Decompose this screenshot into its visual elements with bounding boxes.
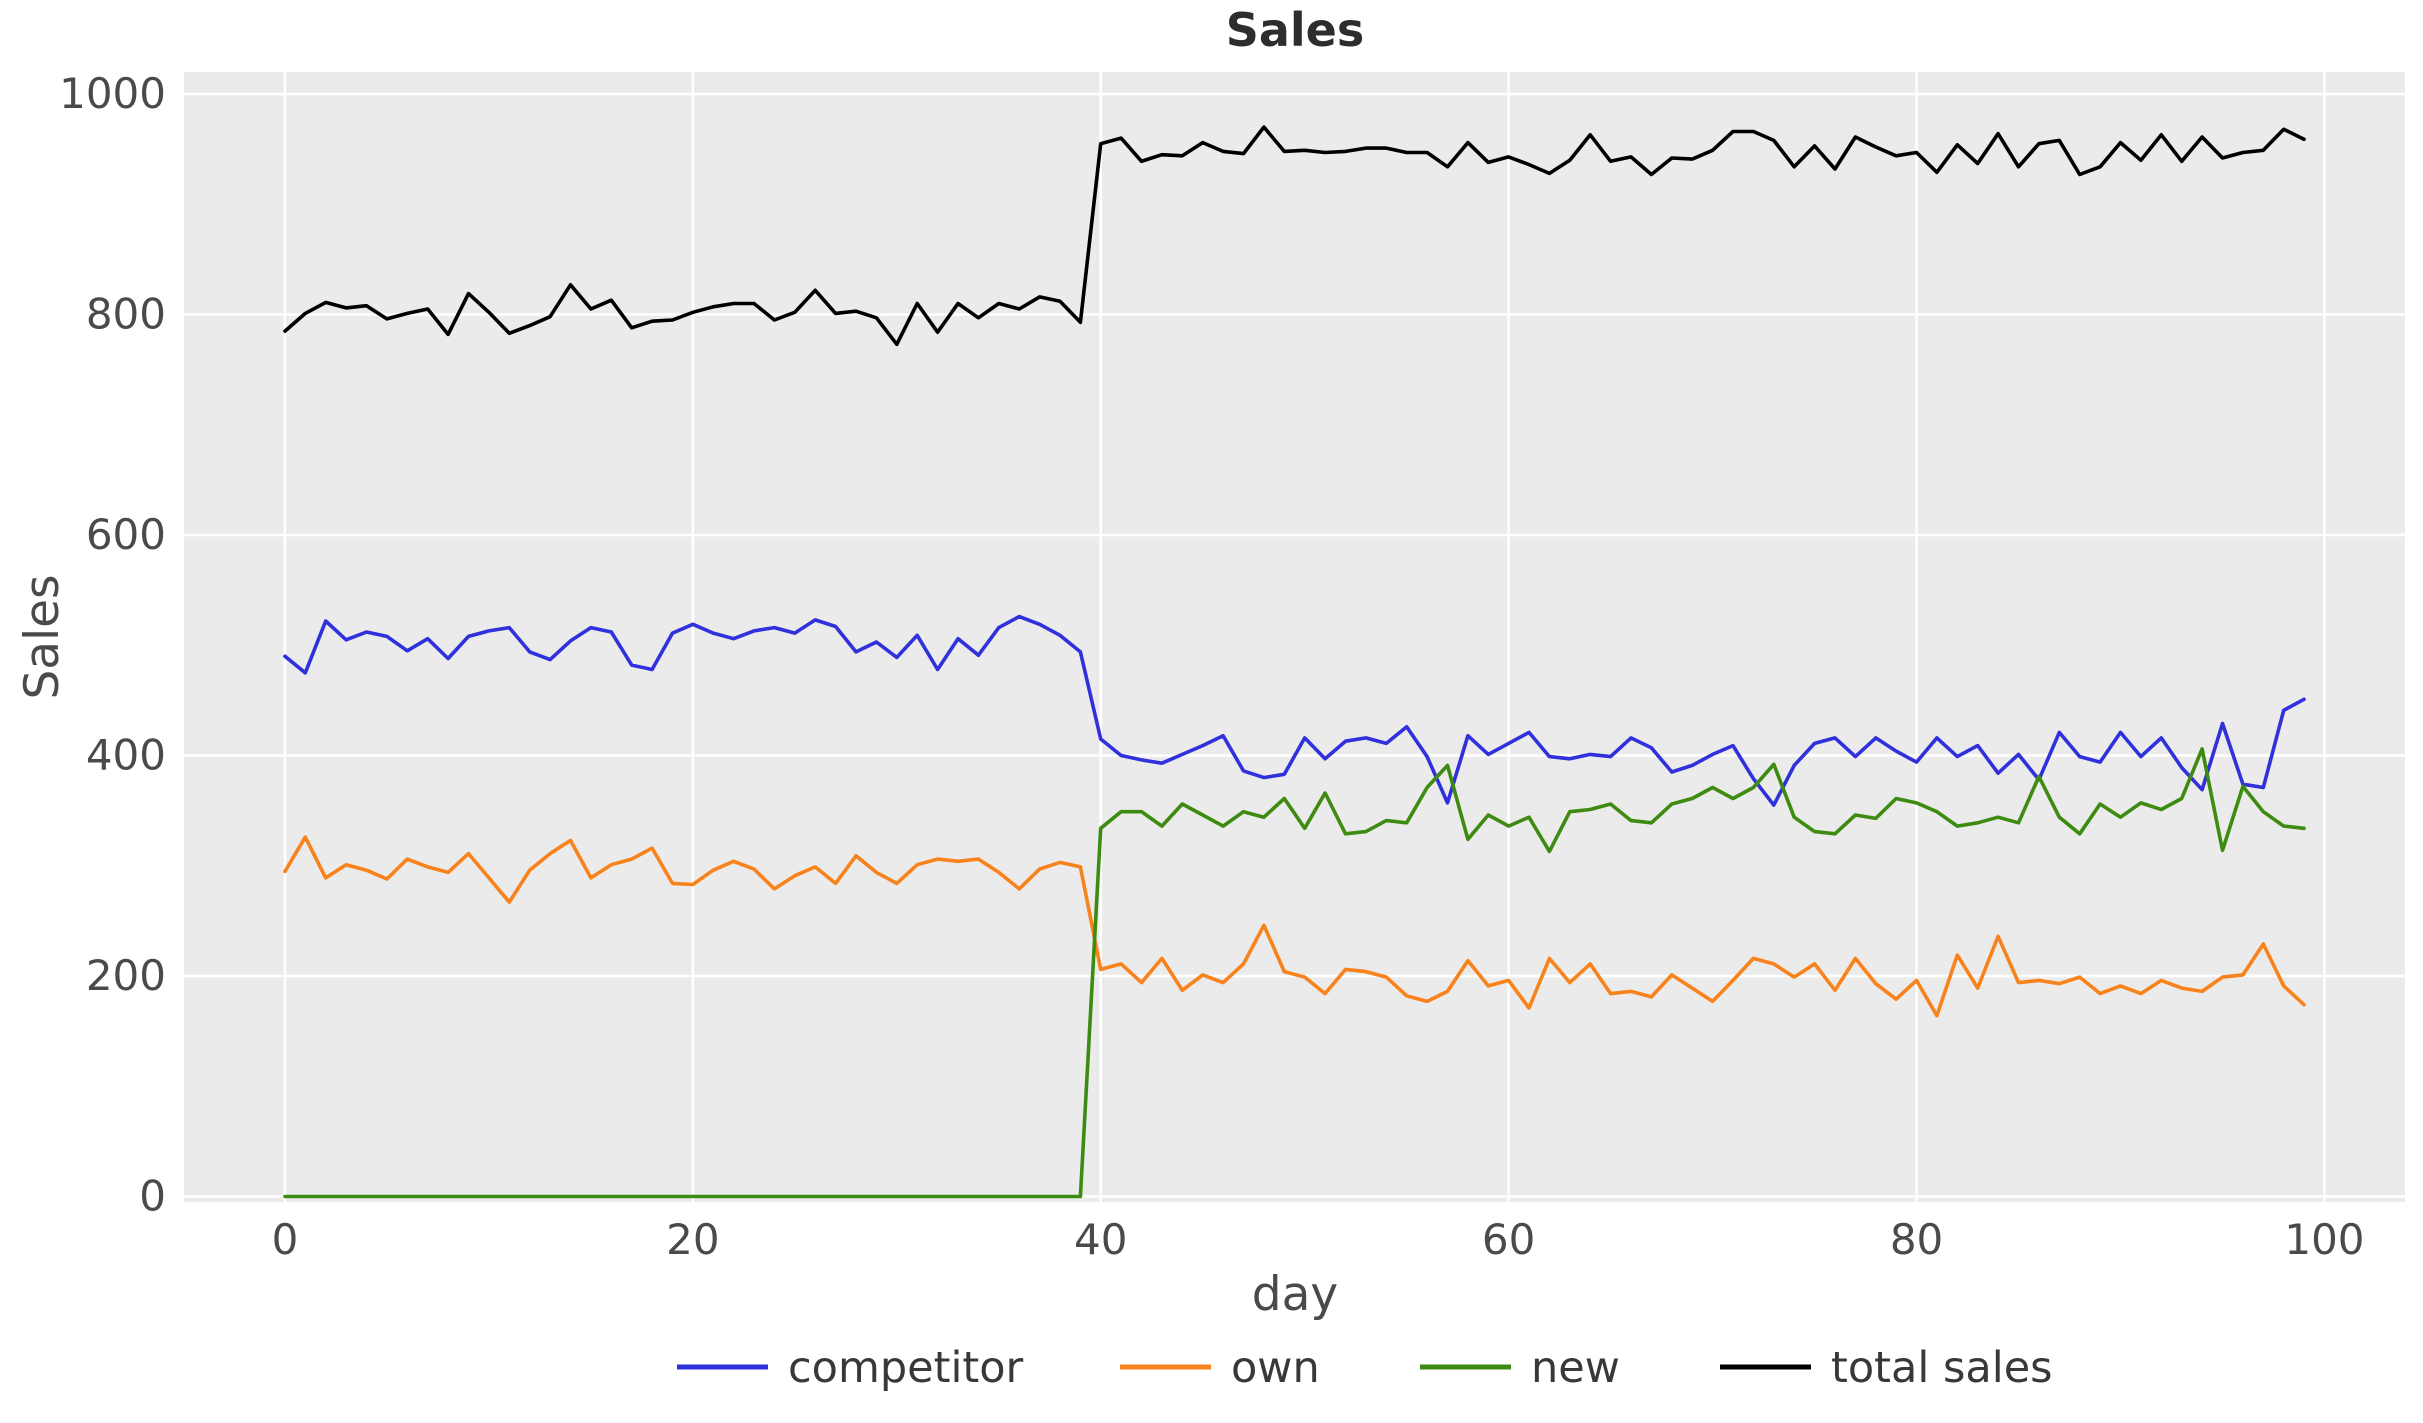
x-tick-label: 100 bbox=[2284, 1215, 2364, 1264]
series-line-new bbox=[283, 747, 2306, 1199]
series-line-total-sales bbox=[283, 125, 2306, 347]
series-line-own bbox=[283, 835, 2306, 1018]
chart-title: Sales bbox=[1226, 3, 1365, 57]
legend-label-own: own bbox=[1231, 1343, 1320, 1393]
legend-label-competitor: competitor bbox=[788, 1343, 1024, 1393]
legend-item-new: new bbox=[1420, 1343, 1620, 1393]
y-axis-label: Sales bbox=[15, 574, 70, 699]
x-tick-label: 40 bbox=[1074, 1215, 1127, 1264]
y-tick-label: 600 bbox=[86, 510, 166, 559]
legend: competitor own new total sales bbox=[677, 1343, 2053, 1393]
x-tick-label: 60 bbox=[1482, 1215, 1535, 1264]
legend-label-total-sales: total sales bbox=[1831, 1343, 2053, 1393]
y-tick-labels: 0 200 400 600 800 1000 bbox=[59, 69, 166, 1220]
series-lines bbox=[283, 125, 2306, 1199]
legend-label-new: new bbox=[1531, 1343, 1620, 1393]
legend-item-total-sales: total sales bbox=[1720, 1343, 2053, 1393]
y-tick-label: 0 bbox=[139, 1171, 166, 1220]
x-tick-label: 20 bbox=[666, 1215, 719, 1264]
x-tick-label: 80 bbox=[1890, 1215, 1943, 1264]
y-tick-label: 400 bbox=[86, 731, 166, 780]
y-tick-label: 800 bbox=[86, 290, 166, 339]
legend-item-competitor: competitor bbox=[677, 1343, 1024, 1393]
legend-item-own: own bbox=[1120, 1343, 1320, 1393]
x-tick-labels: 0 20 40 60 80 100 bbox=[272, 1215, 2365, 1264]
plot-area bbox=[184, 72, 2405, 1202]
gridlines bbox=[184, 72, 2405, 1202]
y-tick-label: 200 bbox=[86, 951, 166, 1000]
x-tick-label: 0 bbox=[272, 1215, 299, 1264]
series-line-competitor bbox=[283, 614, 2306, 807]
y-tick-label: 1000 bbox=[59, 69, 166, 118]
x-axis-label: day bbox=[1252, 1267, 1338, 1322]
